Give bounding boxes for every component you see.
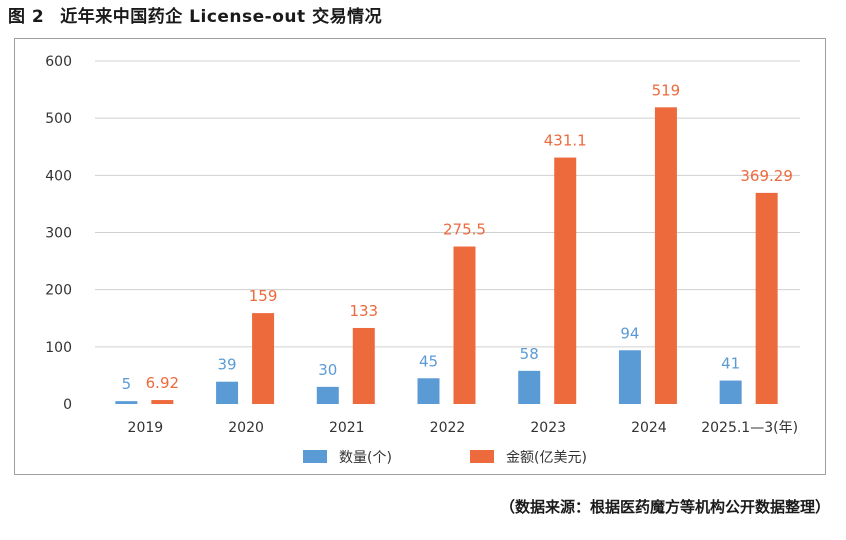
x-tick-label: 2019 [128,420,164,436]
data-label-count: 94 [620,324,639,342]
bar-amount [151,400,174,404]
bar-amount [252,313,275,404]
bar-amount [352,327,375,404]
x-tick-label: 2022 [430,420,466,436]
bar-count [216,381,239,404]
data-label-count: 39 [218,356,237,374]
y-tick-label: 500 [45,111,72,127]
bar-amount [453,246,476,404]
figure-title-text: 近年来中国药企 License-out 交易情况 [60,7,383,27]
bar-count [618,350,641,404]
data-label-amount: 519 [652,81,681,99]
grid-lines [95,60,800,348]
data-label-count: 5 [122,375,132,393]
bar-amount [554,157,577,404]
legend: 数量(个) 金额(亿美元) [303,450,587,466]
data-source-note: （数据来源：根据医药魔方等机构公开数据整理） [499,498,830,516]
bar-amount [755,192,778,404]
bar-count [518,370,541,404]
y-tick-label: 600 [45,54,72,70]
y-axis-ticks: 0 100 200 300 400 500 600 [45,54,72,413]
x-axis-ticks: 2019 2020 2021 2022 2023 2024 2025.1—3(年) [128,420,799,436]
data-label-amount: 6.92 [146,374,179,392]
data-label-amount: 431.1 [544,132,587,150]
bar-amount [654,107,677,405]
chart-frame [14,38,826,475]
data-labels: 5 6.92 39 159 30 133 45 275.5 58 431.1 94 519 41 369.… [122,81,793,393]
y-tick-label: 300 [45,226,72,242]
bar-count [417,378,440,404]
legend-label-count: 数量(个) [339,450,392,466]
x-tick-label: 2020 [228,420,264,436]
figure-title: 图 2 近年来中国药企 License-out 交易情况 [8,2,382,27]
x-tick-label: 2023 [530,420,566,436]
bars [115,107,778,405]
x-tick-label: 2021 [329,420,365,436]
legend-label-amount: 金额(亿美元) [506,450,587,466]
data-label-count: 45 [419,352,438,370]
bar-count [115,401,138,404]
data-label-amount: 159 [249,287,278,305]
data-label-amount: 275.5 [443,221,486,239]
x-tick-label: 2024 [631,420,667,436]
data-label-amount: 133 [349,302,378,320]
x-tick-label: 2025.1—3(年) [701,420,798,436]
bar-count [719,380,742,404]
legend-swatch-amount [470,450,494,463]
y-tick-label: 200 [45,283,72,299]
y-tick-label: 0 [63,397,72,413]
y-tick-label: 400 [45,168,72,184]
data-label-count: 58 [520,345,539,363]
data-label-amount: 369.29 [740,167,793,185]
data-label-count: 41 [721,355,740,373]
legend-swatch-count [303,450,327,463]
figure-number: 图 2 [8,7,45,27]
data-label-count: 30 [318,361,337,379]
y-tick-label: 100 [45,340,72,356]
bar-count [316,386,339,404]
